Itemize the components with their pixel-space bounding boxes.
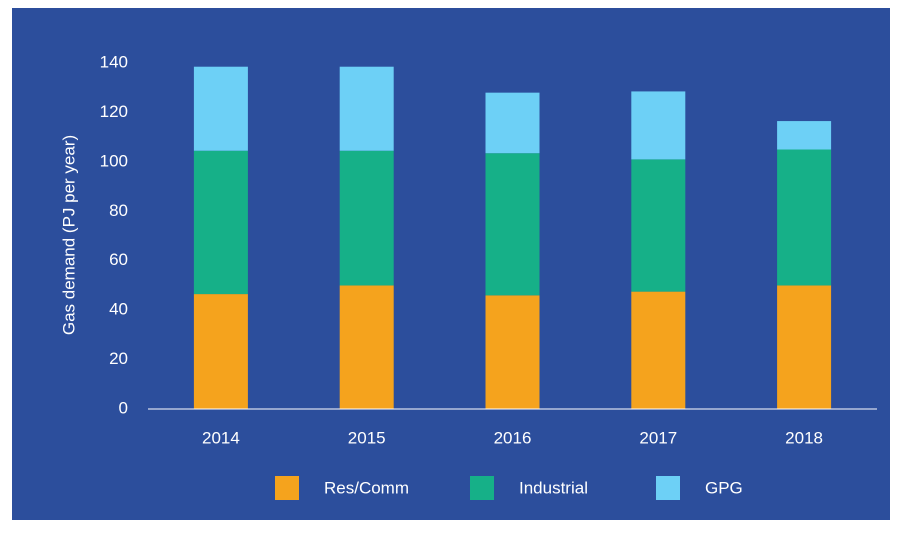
x-tick-label: 2014: [202, 428, 240, 447]
bar-segment: [485, 295, 540, 409]
y-tick-label: 100: [100, 151, 128, 170]
legend-swatch: [275, 476, 299, 500]
y-tick-label: 0: [119, 398, 128, 417]
bar-segment: [485, 92, 540, 154]
x-tick-label: 2017: [639, 428, 677, 447]
bar-segment: [193, 294, 248, 409]
bar-segment: [777, 121, 832, 150]
y-tick-label: 40: [109, 300, 128, 319]
bar-segment: [339, 285, 394, 409]
panel: [12, 8, 890, 520]
y-tick-label: 60: [109, 250, 128, 269]
bar-segment: [193, 66, 248, 151]
legend-label: GPG: [705, 478, 743, 497]
bar-segment: [631, 159, 686, 292]
bar-segment: [631, 291, 686, 409]
bar-segment: [631, 91, 686, 160]
legend-label: Industrial: [519, 478, 588, 497]
bar-segment: [339, 150, 394, 286]
x-tick-label: 2018: [785, 428, 823, 447]
x-tick-label: 2015: [348, 428, 386, 447]
x-tick-label: 2016: [494, 428, 532, 447]
y-axis-label: Gas demand (PJ per year): [59, 135, 78, 335]
y-tick-label: 140: [100, 52, 128, 71]
bar-segment: [777, 285, 832, 409]
bar-segment: [777, 149, 832, 286]
y-tick-label: 120: [100, 102, 128, 121]
y-tick-label: 80: [109, 201, 128, 220]
legend-swatch: [470, 476, 494, 500]
legend-swatch: [656, 476, 680, 500]
y-tick-label: 20: [109, 349, 128, 368]
legend-label: Res/Comm: [324, 478, 409, 497]
bar-segment: [485, 153, 540, 296]
bar-segment: [193, 150, 248, 295]
bar-segment: [339, 66, 394, 151]
